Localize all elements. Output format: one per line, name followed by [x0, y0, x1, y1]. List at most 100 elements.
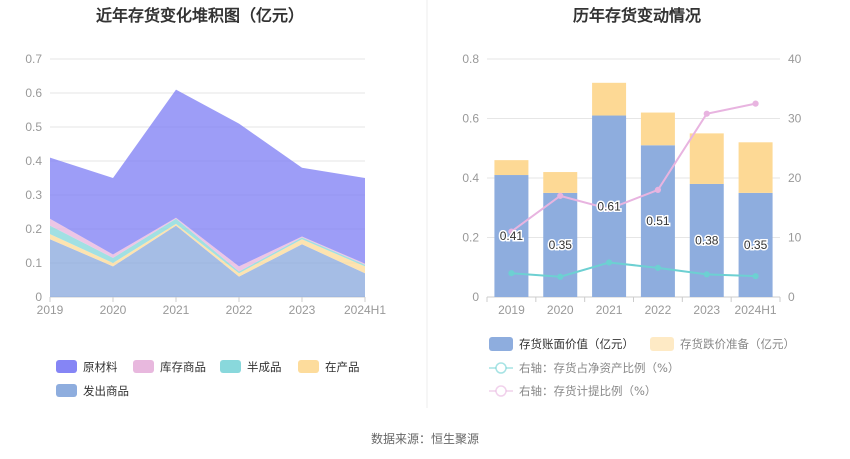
right-bar-line-chart: 历年存货变动情况 0.41 0.35 0.61 0.51 0.38 0.35 0 0.2 0.… — [462, 6, 801, 398]
right-x-tick: 2020 — [547, 303, 574, 317]
left-x-tick: 2020 — [100, 303, 127, 317]
area-series-2 — [50, 218, 365, 274]
left-y-axis: 0 0.1 0.2 0.3 0.4 0.5 0.6 0.7 — [25, 52, 42, 304]
left-x-tick: 2019 — [37, 303, 64, 317]
right-x-tick: 2024H1 — [735, 303, 777, 317]
line-point-1-1 — [557, 192, 564, 199]
right-legend-bar-label: 存货跌价准备（亿元） — [680, 337, 795, 351]
right-lines — [508, 100, 759, 280]
area-series-1 — [50, 223, 365, 277]
right-x-axis: 2019 2020 2021 2022 2023 2024H1 — [486, 297, 781, 317]
line-point-0-1 — [557, 273, 564, 280]
bar-value-label: 0.35 — [549, 238, 573, 252]
right-legend-bar-swatch — [489, 337, 513, 351]
bar-0-5 — [738, 192, 773, 297]
bar-value-label: 0.51 — [646, 214, 670, 228]
left-x-tick: 2024H1 — [344, 303, 386, 317]
right-legend-line-marker — [495, 362, 507, 374]
left-legend-swatch — [220, 360, 241, 373]
left-legend-swatch — [56, 360, 77, 373]
left-y-tick: 0.2 — [25, 222, 42, 236]
line-point-1-0 — [508, 228, 515, 235]
line-point-0-5 — [752, 273, 759, 280]
left-legend-label: 库存商品 — [160, 360, 206, 374]
bar-0-4 — [689, 183, 724, 297]
left-y-tick: 0.6 — [25, 86, 42, 100]
right-legend-line-marker — [495, 385, 507, 397]
right-right-y-tick: 30 — [788, 112, 802, 126]
right-bars — [494, 82, 773, 298]
right-legend-line-label: 右轴：存货占净资产比例（%） — [519, 361, 679, 375]
line-point-0-3 — [654, 264, 662, 271]
left-legend-swatch — [56, 384, 77, 397]
bar-1-2 — [592, 82, 627, 116]
right-x-tick: 2022 — [645, 303, 672, 317]
right-left-y-tick: 0.6 — [462, 112, 479, 126]
line-point-0-0 — [508, 270, 515, 277]
right-grid — [487, 58, 780, 298]
right-legend: 存货账面价值（亿元） 存货跌价准备（亿元）右轴：存货占净资产比例（%） 右轴：存货计… — [489, 337, 795, 398]
left-y-tick: 0.4 — [25, 154, 42, 168]
left-x-tick: 2023 — [289, 303, 316, 317]
left-y-tick: 0.5 — [25, 120, 42, 134]
left-y-tick: 0.1 — [25, 256, 42, 270]
left-legend-label: 在产品 — [325, 360, 360, 374]
right-left-y-tick: 0.4 — [462, 171, 479, 185]
line-point-0-4 — [703, 271, 710, 278]
line-point-1-3 — [654, 186, 662, 193]
right-x-tick: 2019 — [498, 303, 525, 317]
right-x-tick: 2021 — [596, 303, 623, 317]
right-left-y-tick: 0.8 — [462, 52, 479, 66]
left-legend-swatch — [133, 360, 154, 373]
right-legend-bar-swatch — [650, 337, 674, 351]
right-legend-bar-label: 存货账面价值（亿元） — [519, 337, 634, 351]
left-y-tick: 0.3 — [25, 188, 42, 202]
left-x-axis: 2019 2020 2021 2022 2023 2024H1 — [37, 297, 386, 317]
right-legend-line-label: 右轴：存货计提比例（%） — [519, 384, 656, 398]
line-point-1-5 — [752, 100, 759, 107]
right-data-labels: 0.41 0.35 0.61 0.51 0.38 0.35 — [498, 198, 769, 254]
line-series-1 — [510, 102, 756, 233]
right-left-y-axis: 0 0.2 0.4 0.6 0.8 — [462, 52, 479, 304]
right-chart-title: 历年存货变动情况 — [573, 6, 701, 25]
left-legend-label: 半成品 — [247, 360, 282, 374]
left-y-tick: 0.7 — [25, 52, 42, 66]
left-x-tick: 2022 — [226, 303, 253, 317]
left-legend-swatch — [298, 360, 319, 373]
line-point-1-4 — [703, 110, 710, 117]
bar-1-3 — [640, 112, 675, 146]
bar-1-1 — [543, 172, 578, 193]
right-right-y-axis: 0 10 20 30 40 — [788, 52, 802, 304]
bar-0-0 — [494, 175, 529, 297]
right-right-y-tick: 0 — [788, 290, 795, 304]
bar-value-label: 0.41 — [500, 229, 524, 243]
area-series-0 — [50, 225, 365, 297]
bar-1-5 — [738, 142, 773, 193]
left-chart-title: 近年存货变化堆积图（亿元） — [96, 6, 304, 25]
left-areas — [50, 89, 365, 297]
right-right-y-tick: 10 — [788, 231, 802, 245]
line-point-0-2 — [605, 259, 613, 266]
right-right-y-tick: 20 — [788, 171, 802, 185]
bar-value-label: 0.35 — [744, 238, 768, 252]
bar-value-label: 0.61 — [597, 199, 621, 213]
area-series-3 — [50, 217, 365, 272]
line-point-1-2 — [605, 205, 613, 213]
left-legend-label: 原材料 — [83, 360, 118, 374]
bar-1-4 — [689, 133, 724, 184]
area-series-4 — [50, 89, 365, 267]
bar-value-label: 0.38 — [695, 233, 719, 247]
right-right-y-tick: 40 — [788, 52, 802, 66]
right-left-y-tick: 0 — [472, 290, 479, 304]
left-stacked-area-chart: 近年存货变化堆积图（亿元） 0 0.1 0.2 0.3 0.4 0.5 0.6 0.7 201… — [25, 6, 386, 398]
line-series-0 — [511, 261, 756, 278]
left-legend-label: 发出商品 — [83, 384, 129, 398]
bar-1-0 — [494, 160, 529, 176]
right-x-tick: 2023 — [693, 303, 720, 317]
right-left-y-tick: 0.2 — [462, 231, 479, 245]
left-x-tick: 2021 — [163, 303, 190, 317]
left-y-tick: 0 — [35, 290, 42, 304]
source-note: 数据来源：恒生聚源 — [371, 431, 479, 446]
